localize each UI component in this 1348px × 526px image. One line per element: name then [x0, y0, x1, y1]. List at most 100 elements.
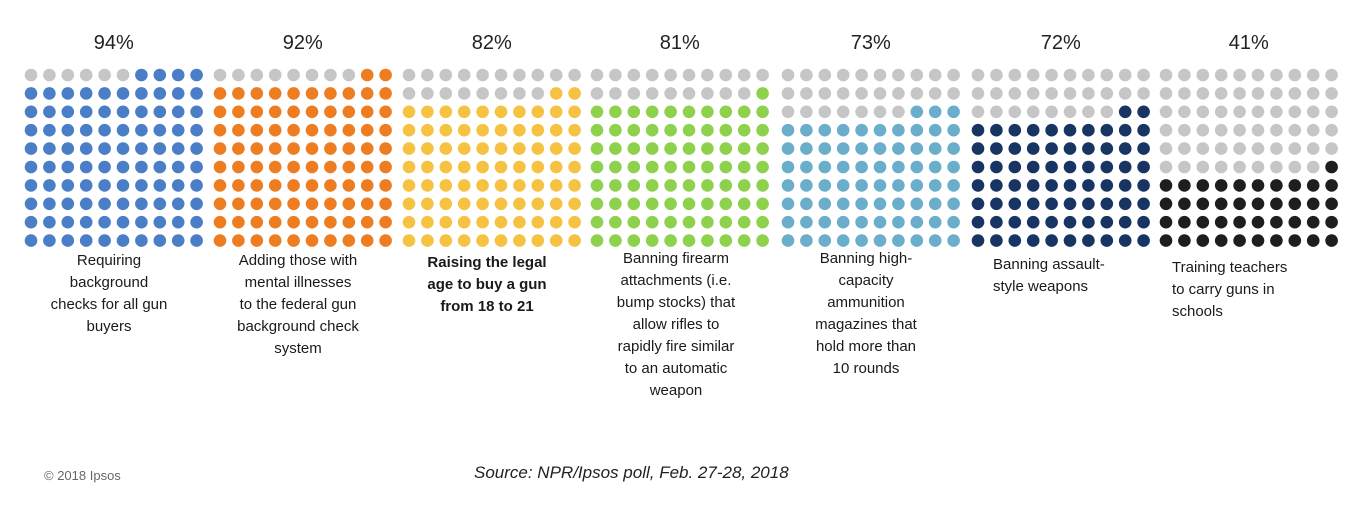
waffle-dot-filled: [719, 160, 733, 174]
waffle-dot-filled: [990, 142, 1003, 155]
waffle-dot-filled: [627, 142, 641, 155]
waffle-dot-filled: [531, 160, 545, 174]
waffle-dot-filled: [232, 197, 245, 211]
percent-label: 94%: [94, 32, 134, 54]
waffle-dot-filled: [590, 179, 604, 192]
waffle-dot-filled: [379, 87, 392, 100]
waffle-dot-filled: [873, 197, 887, 211]
waffle-dot-filled: [910, 179, 924, 192]
waffle-dot-filled: [287, 142, 300, 155]
waffle-dot-empty: [1251, 68, 1265, 82]
waffle-dot-filled: [135, 179, 148, 192]
waffle-dot-empty: [439, 68, 453, 82]
waffle-dot-filled: [213, 179, 227, 192]
waffle-dot-filled: [531, 215, 545, 229]
waffle-dot-filled: [645, 160, 659, 174]
waffle-dot-filled: [531, 197, 545, 211]
waffle-dot-filled: [476, 142, 489, 155]
waffle-dot-filled: [1045, 123, 1058, 137]
waffle-dot-empty: [682, 68, 696, 82]
waffle-dot-filled: [457, 105, 471, 119]
waffle-dot-filled: [756, 215, 769, 229]
waffle-dot-filled: [719, 123, 733, 137]
waffle-dot-empty: [268, 68, 282, 82]
waffle-dot-filled: [836, 215, 850, 229]
waffle-dot-filled: [1063, 179, 1077, 192]
waffle-dot-filled: [1159, 234, 1173, 247]
waffle-dot-filled: [1288, 179, 1302, 192]
waffle-group: 72%: [971, 32, 1150, 247]
waffle-dot-filled: [268, 160, 282, 174]
waffle-dot-filled: [457, 215, 471, 229]
waffle-dot-filled: [1100, 123, 1114, 137]
waffle-dot-empty: [1251, 105, 1265, 119]
waffle-dot-filled: [476, 105, 489, 119]
waffle-dot-empty: [457, 87, 471, 100]
percent-label: 41%: [1229, 32, 1269, 54]
waffle-dot-filled: [990, 123, 1003, 137]
waffle-dot-filled: [79, 234, 93, 247]
waffle-dot-empty: [1063, 68, 1077, 82]
waffle-dot-empty: [609, 68, 622, 82]
waffle-dot-filled: [590, 234, 604, 247]
waffle-dot-filled: [971, 142, 985, 155]
waffle-dot-filled: [990, 179, 1003, 192]
waffle-dot-filled: [836, 142, 850, 155]
waffle-dot-filled: [305, 234, 319, 247]
waffle-dot-empty: [1063, 105, 1077, 119]
waffle-dot-filled: [360, 179, 374, 192]
waffle-dot-empty: [61, 68, 75, 82]
waffle-dot-filled: [590, 160, 604, 174]
waffle-dot-filled: [421, 160, 434, 174]
waffle-dot-filled: [568, 123, 581, 137]
category-label: Adding those with mental illnesses to th…: [237, 252, 359, 357]
waffle-dot-filled: [213, 87, 227, 100]
waffle-dot-filled: [1137, 179, 1150, 192]
waffle-dot-empty: [1159, 142, 1173, 155]
waffle-dot-filled: [190, 215, 203, 229]
waffle-dot-filled: [342, 105, 356, 119]
waffle-dot-filled: [153, 215, 167, 229]
waffle-dot-filled: [818, 142, 832, 155]
waffle-dot-empty: [1063, 87, 1077, 100]
waffle-dot-filled: [24, 87, 38, 100]
waffle-dot-filled: [287, 105, 300, 119]
waffle-dot-filled: [1082, 179, 1095, 192]
waffle-dot-filled: [213, 160, 227, 174]
waffle-dot-filled: [1137, 215, 1150, 229]
waffle-dot-filled: [947, 142, 960, 155]
waffle-dot-filled: [627, 123, 641, 137]
waffle-dot-filled: [645, 105, 659, 119]
waffle-dot-filled: [342, 215, 356, 229]
waffle-dot-empty: [1233, 68, 1246, 82]
waffle-dot-filled: [549, 87, 563, 100]
waffle-dot-empty: [627, 68, 641, 82]
waffle-dot-empty: [1270, 123, 1283, 137]
waffle-dot-filled: [549, 105, 563, 119]
waffle-dot-filled: [421, 179, 434, 192]
waffle-dot-filled: [79, 87, 93, 100]
waffle-dot-filled: [171, 197, 185, 211]
waffle-dot-filled: [756, 234, 769, 247]
waffle-dot-filled: [250, 215, 264, 229]
waffle-dot-filled: [305, 215, 319, 229]
waffle-dot-filled: [402, 105, 416, 119]
waffle-dot-filled: [756, 142, 769, 155]
waffle-dot-empty: [836, 87, 850, 100]
waffle-dot-empty: [568, 68, 581, 82]
waffle-dot-empty: [1214, 160, 1228, 174]
waffle-dot-filled: [568, 234, 581, 247]
waffle-dot-filled: [324, 160, 337, 174]
waffle-dot-filled: [79, 160, 93, 174]
waffle-dot-empty: [476, 68, 489, 82]
waffle-dot-filled: [892, 215, 905, 229]
waffle-dot-filled: [1196, 215, 1210, 229]
waffle-dot-filled: [1178, 179, 1191, 192]
waffle-dot-filled: [1196, 197, 1210, 211]
waffle-dot-filled: [324, 87, 337, 100]
waffle-dot-filled: [379, 197, 392, 211]
waffle-dot-filled: [513, 123, 526, 137]
waffle-dot-filled: [171, 105, 185, 119]
waffle-dot-filled: [1159, 197, 1173, 211]
waffle-dot-filled: [1325, 160, 1338, 174]
